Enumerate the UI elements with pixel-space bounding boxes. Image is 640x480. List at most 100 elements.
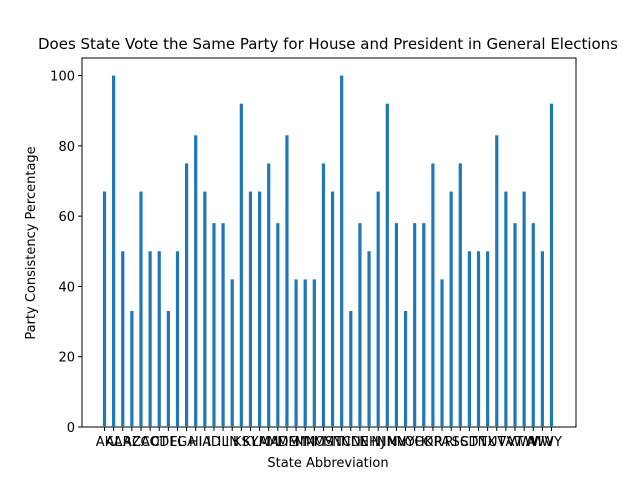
x-tick-label: ME: [277, 435, 296, 450]
x-tick-label: NM: [377, 435, 398, 450]
bar: [157, 251, 161, 427]
x-tick-label: MD: [267, 435, 288, 450]
x-tick-label: IA: [198, 435, 211, 450]
x-tick-label: VT: [507, 435, 524, 450]
y-tick-label: 40: [58, 280, 75, 295]
bar: [513, 223, 517, 427]
x-tick-label: OH: [405, 435, 425, 450]
bar: [276, 223, 280, 427]
x-tick-label: MT: [323, 435, 342, 450]
bar: [486, 251, 490, 427]
bar: [312, 279, 316, 427]
x-tick-label: NC: [332, 435, 351, 450]
x-tick-label: PA: [434, 435, 450, 450]
x-tick-label: GA: [177, 435, 196, 450]
x-tick-label: ND: [341, 435, 361, 450]
x-tick-label: NY: [397, 435, 415, 450]
bar: [194, 135, 198, 428]
y-tick-label: 60: [58, 210, 75, 225]
bar: [458, 163, 462, 427]
x-tick-label: WI: [525, 435, 542, 450]
bar: [449, 191, 453, 427]
x-tick-label: IN: [225, 435, 239, 450]
bar: [212, 223, 216, 427]
bar: [267, 163, 271, 427]
x-tick-label: KY: [242, 435, 258, 450]
bar: [540, 251, 544, 427]
x-tick-label: OR: [423, 435, 442, 450]
x-tick-label: VA: [497, 435, 514, 450]
x-tick-label: IL: [218, 435, 230, 450]
bar: [294, 279, 298, 427]
x-tick-label: OK: [414, 435, 433, 450]
bar: [148, 251, 152, 427]
x-tick-label: SD: [460, 435, 478, 450]
x-tick-label: AZ: [123, 435, 141, 450]
y-tick-label: 100: [50, 70, 75, 85]
x-tick-label: NH: [359, 435, 379, 450]
bar: [376, 191, 380, 427]
x-tick-label: TN: [469, 435, 488, 450]
x-tick-label: WV: [532, 435, 554, 450]
x-tick-label: RI: [445, 435, 458, 450]
x-tick-label: TX: [478, 435, 496, 450]
x-tick-label: KS: [233, 435, 250, 450]
bar: [367, 251, 371, 427]
x-tick-label: CT: [151, 435, 168, 450]
bar: [349, 311, 353, 427]
x-tick-label: ID: [207, 435, 221, 450]
y-tick-label: 0: [67, 421, 75, 436]
bar: [230, 279, 234, 427]
bar: [467, 251, 471, 427]
x-tick-label: NV: [387, 435, 406, 450]
x-tick-label: UT: [488, 435, 506, 450]
bar: [239, 103, 243, 427]
chart-title: Does State Vote the Same Party for House…: [38, 35, 618, 53]
x-tick-label: MN: [295, 435, 316, 450]
bar: [440, 279, 444, 427]
y-tick-label: 20: [58, 351, 75, 366]
bar: [476, 251, 481, 427]
bar: [394, 223, 399, 427]
bar: [340, 75, 344, 428]
x-tick-label: AR: [114, 435, 132, 450]
bar: [303, 279, 307, 427]
x-tick-label: CA: [132, 435, 150, 450]
bar: [413, 223, 417, 427]
bar: [139, 191, 143, 427]
bar: [257, 191, 262, 427]
bar: [358, 223, 362, 427]
bar: [522, 191, 526, 427]
bar: [185, 163, 189, 427]
bar: [549, 103, 554, 427]
bar: [175, 251, 180, 427]
bar: [248, 191, 253, 427]
x-tick-label: WA: [514, 435, 535, 450]
bar: [504, 191, 508, 427]
x-tick-label: LA: [251, 435, 268, 450]
bar: [112, 75, 116, 428]
bar: [221, 223, 225, 427]
y-axis-label: Party Consistency Percentage: [24, 146, 39, 339]
x-tick-label: SC: [452, 435, 469, 450]
axes-frame: [81, 57, 577, 428]
bar: [330, 191, 335, 427]
x-tick-label: NE: [351, 435, 369, 450]
x-tick-label: MS: [314, 435, 333, 450]
x-tick-label: MO: [304, 435, 325, 450]
bar: [166, 311, 170, 427]
x-tick-label: WY: [541, 435, 562, 450]
bar: [495, 135, 499, 428]
bar: [531, 223, 535, 427]
x-tick-label: DE: [159, 435, 177, 450]
x-axis-label: State Abbreviation: [267, 456, 388, 471]
bar: [422, 223, 426, 427]
bar: [385, 103, 389, 427]
bar: [321, 163, 326, 427]
x-tick-label: MI: [289, 435, 304, 450]
bar: [130, 311, 134, 427]
bar: [203, 191, 207, 427]
